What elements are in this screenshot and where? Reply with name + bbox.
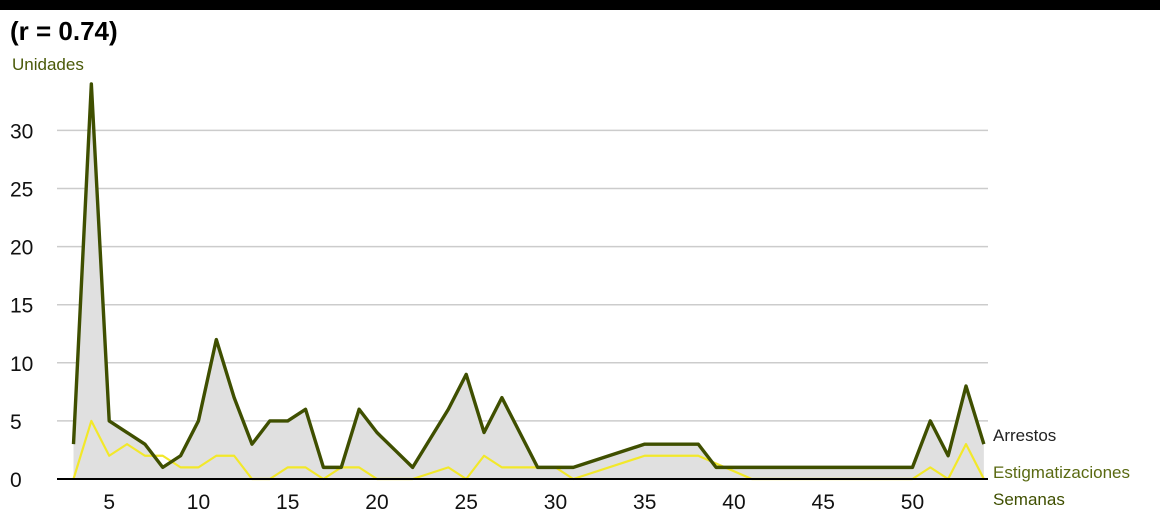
top-bar [0, 0, 1160, 10]
y-tick-label: 10 [10, 353, 33, 376]
legend-estigmatizaciones: Estigmatizaciones [993, 463, 1130, 482]
x-tick-label: 10 [187, 491, 210, 514]
gridlines [57, 129, 988, 422]
y-axis-label: Unidades [12, 55, 84, 74]
x-tick-label: 50 [901, 491, 924, 514]
legend-arrestos: Arrestos [993, 426, 1056, 445]
y-tick-label: 30 [10, 120, 33, 143]
arrestos-line [71, 82, 986, 470]
arrestos-area [73, 83, 984, 480]
x-tick-label: 35 [633, 491, 656, 514]
x-tick-label: 30 [544, 491, 567, 514]
x-tick-label: 40 [722, 491, 745, 514]
x-tick-label: 5 [103, 491, 115, 514]
y-tick-label: 5 [10, 411, 22, 434]
series-layer [57, 82, 988, 481]
x-tick-label: 20 [365, 491, 388, 514]
x-tick-labels: 5 10 15 20 25 30 35 40 45 50 [103, 491, 924, 514]
x-axis-title: Semanas [993, 490, 1065, 509]
y-tick-labels: 0 5 10 15 20 25 30 [10, 120, 33, 492]
chart-title: (r = 0.74) [10, 16, 118, 46]
x-tick-label: 45 [812, 491, 835, 514]
y-tick-label: 0 [10, 469, 22, 492]
x-tick-label: 25 [455, 491, 478, 514]
y-tick-label: 25 [10, 179, 33, 202]
y-tick-label: 20 [10, 237, 33, 260]
y-tick-label: 15 [10, 295, 33, 318]
x-tick-label: 15 [276, 491, 299, 514]
